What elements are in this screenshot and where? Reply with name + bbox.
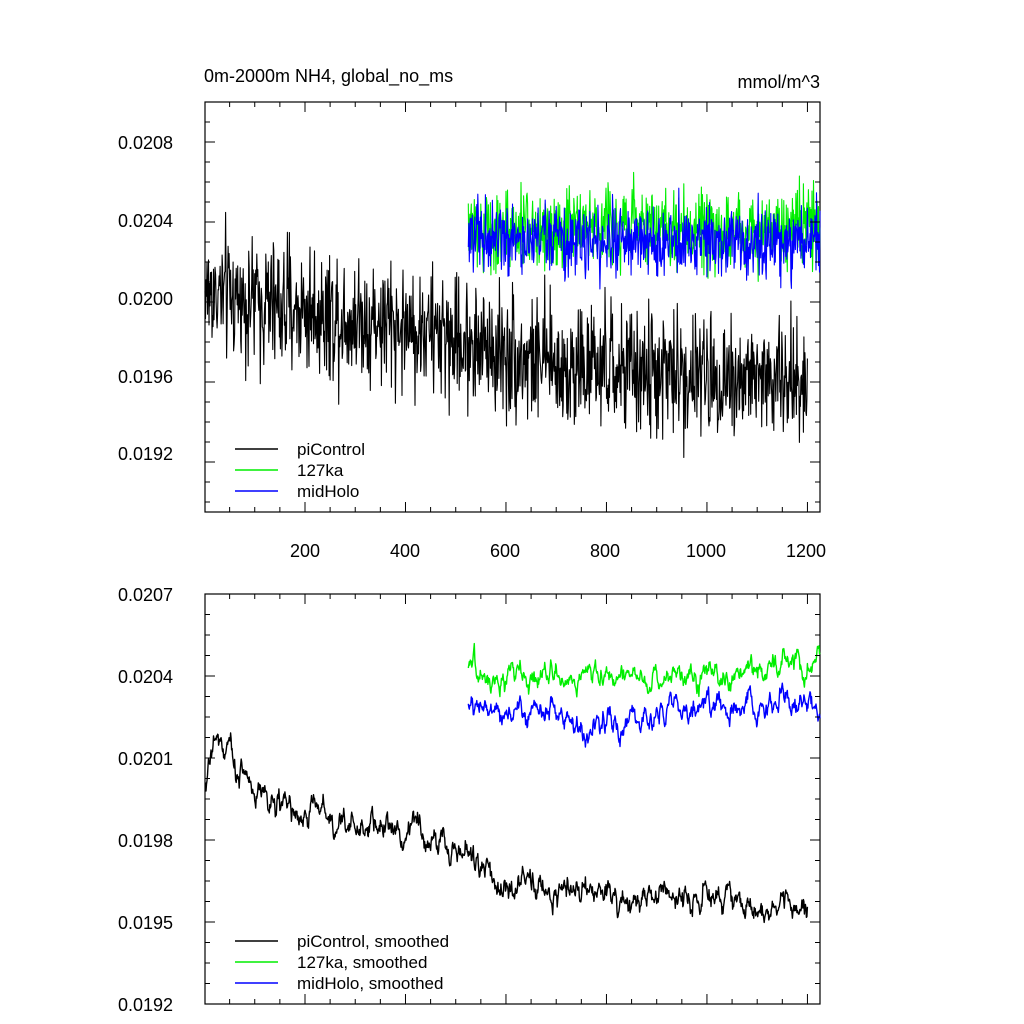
x-tick-label: 1000 [686, 541, 726, 561]
legend-label-midholo: midHolo, smoothed [297, 974, 443, 993]
x-tick-label: 200 [290, 541, 320, 561]
x-tick-label: 800 [590, 541, 620, 561]
y-tick-label: 0.0198 [118, 831, 173, 851]
series-layer [204, 171, 821, 459]
series-line-picontrol [204, 211, 808, 459]
y-tick-label: 0.0204 [118, 211, 173, 231]
legend: piControl, smoothed 127ka, smoothed midH… [235, 932, 449, 993]
x-tick-label: 400 [390, 541, 420, 561]
tick-layer [205, 593, 820, 1005]
chart-panel-raw: 0m-2000m NH4, global_no_ms mmol/m^3 0.01… [118, 66, 826, 561]
units-label: mmol/m^3 [738, 72, 820, 92]
x-tick-label: 1200 [786, 541, 826, 561]
series-line-picontrol [204, 732, 809, 924]
y-tick-label: 0.0192 [118, 444, 173, 464]
legend-label-picontrol: piControl, smoothed [297, 932, 449, 951]
x-tick-label: 600 [490, 541, 520, 561]
series-line-midholo [467, 187, 821, 290]
legend-label-picontrol: piControl [297, 440, 365, 459]
y-tick-label: 0.0196 [118, 367, 173, 387]
legend-label-127ka: 127ka [297, 461, 344, 480]
legend: piControl 127ka midHolo [235, 440, 365, 501]
y-tick-label: 0.0207 [118, 585, 173, 605]
series-line-127ka [467, 642, 821, 698]
y-tick-label: 0.0192 [118, 995, 173, 1015]
legend-label-midholo: midHolo [297, 482, 359, 501]
legend-label-127ka: 127ka, smoothed [297, 953, 427, 972]
y-tick-label: 0.0208 [118, 133, 173, 153]
y-tick-label: 0.0195 [118, 913, 173, 933]
chart-title: 0m-2000m NH4, global_no_ms [204, 66, 453, 87]
series-line-midholo [467, 682, 821, 748]
tick-layer [205, 101, 820, 512]
y-tick-label: 0.0201 [118, 749, 173, 769]
y-tick-label: 0.0200 [118, 289, 173, 309]
y-tick-label: 0.0204 [118, 667, 173, 687]
chart-panel-smoothed: 0.0192 0.0195 0.0198 0.0201 0.0204 0.020… [118, 585, 821, 1015]
series-layer [204, 642, 821, 924]
